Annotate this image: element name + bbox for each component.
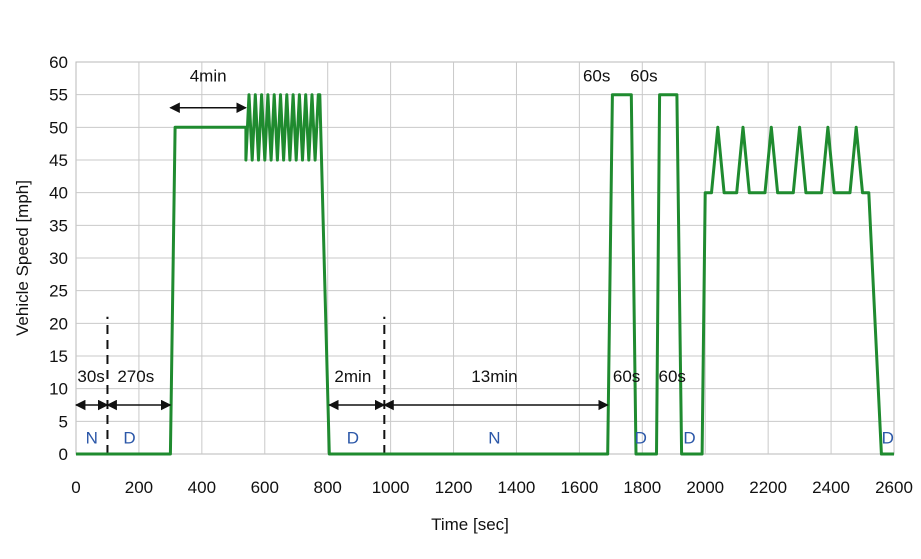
duration-annotation: 4min — [190, 67, 227, 86]
y-axis-label: Vehicle Speed [mph] — [13, 180, 32, 336]
y-tick-label: 60 — [49, 53, 68, 72]
gear-mode-label: D — [683, 429, 695, 448]
gear-mode-label: N — [86, 429, 98, 448]
x-tick-label: 1000 — [372, 478, 410, 497]
y-tick-label: 10 — [49, 380, 68, 399]
duration-annotation: 30s — [77, 367, 104, 386]
duration-annotation: 270s — [117, 367, 154, 386]
x-tick-label: 1200 — [435, 478, 473, 497]
x-tick-label: 1800 — [623, 478, 661, 497]
x-tick-label: 400 — [188, 478, 216, 497]
duration-annotation: 13min — [471, 367, 517, 386]
gear-mode-label: D — [123, 429, 135, 448]
x-tick-label: 2000 — [686, 478, 724, 497]
duration-annotation: 60s — [613, 367, 640, 386]
duration-annotation: 60s — [583, 67, 610, 86]
duration-arrows — [74, 102, 609, 411]
y-tick-label: 5 — [59, 412, 68, 431]
y-tick-label: 30 — [49, 249, 68, 268]
y-axis-ticks: 0 5 10 15 20 25 30 35 40 45 50 55 60 — [49, 53, 68, 464]
y-tick-label: 55 — [49, 86, 68, 105]
series-lines — [76, 93, 894, 456]
duration-annotation: 2min — [334, 367, 371, 386]
x-tick-label: 600 — [251, 478, 279, 497]
mode-boundaries — [106, 316, 386, 454]
x-tick-label: 200 — [125, 478, 153, 497]
gear-mode-label: D — [347, 429, 359, 448]
x-tick-label: 2600 — [875, 478, 913, 497]
y-tick-label: 35 — [49, 216, 68, 235]
y-tick-label: 45 — [49, 151, 68, 170]
y-tick-label: 40 — [49, 184, 68, 203]
y-tick-label: 25 — [49, 282, 68, 301]
x-tick-label: 1600 — [560, 478, 598, 497]
y-tick-label: 20 — [49, 314, 68, 333]
x-axis-label: Time [sec] — [431, 515, 509, 534]
gear-mode-label: D — [882, 429, 894, 448]
duration-annotations: 30s 270s 4min 2min 13min 60s 60s 60s 60s — [77, 67, 686, 387]
y-tick-label: 50 — [49, 118, 68, 137]
x-tick-label: 0 — [71, 478, 80, 497]
speed-series-line — [76, 93, 894, 456]
y-tick-label: 0 — [59, 445, 68, 464]
duration-annotation: 60s — [630, 67, 657, 86]
x-tick-label: 2400 — [812, 478, 850, 497]
duration-annotation: 60s — [658, 367, 685, 386]
y-tick-label: 15 — [49, 347, 68, 366]
x-axis-ticks: 0 200 400 600 800 1000 1200 1400 1600 1800 2000 220… — [71, 478, 913, 497]
x-tick-label: 800 — [314, 478, 342, 497]
x-tick-label: 1400 — [498, 478, 536, 497]
gear-mode-label: N — [488, 429, 500, 448]
gear-mode-label: D — [635, 429, 647, 448]
x-tick-label: 2200 — [749, 478, 787, 497]
